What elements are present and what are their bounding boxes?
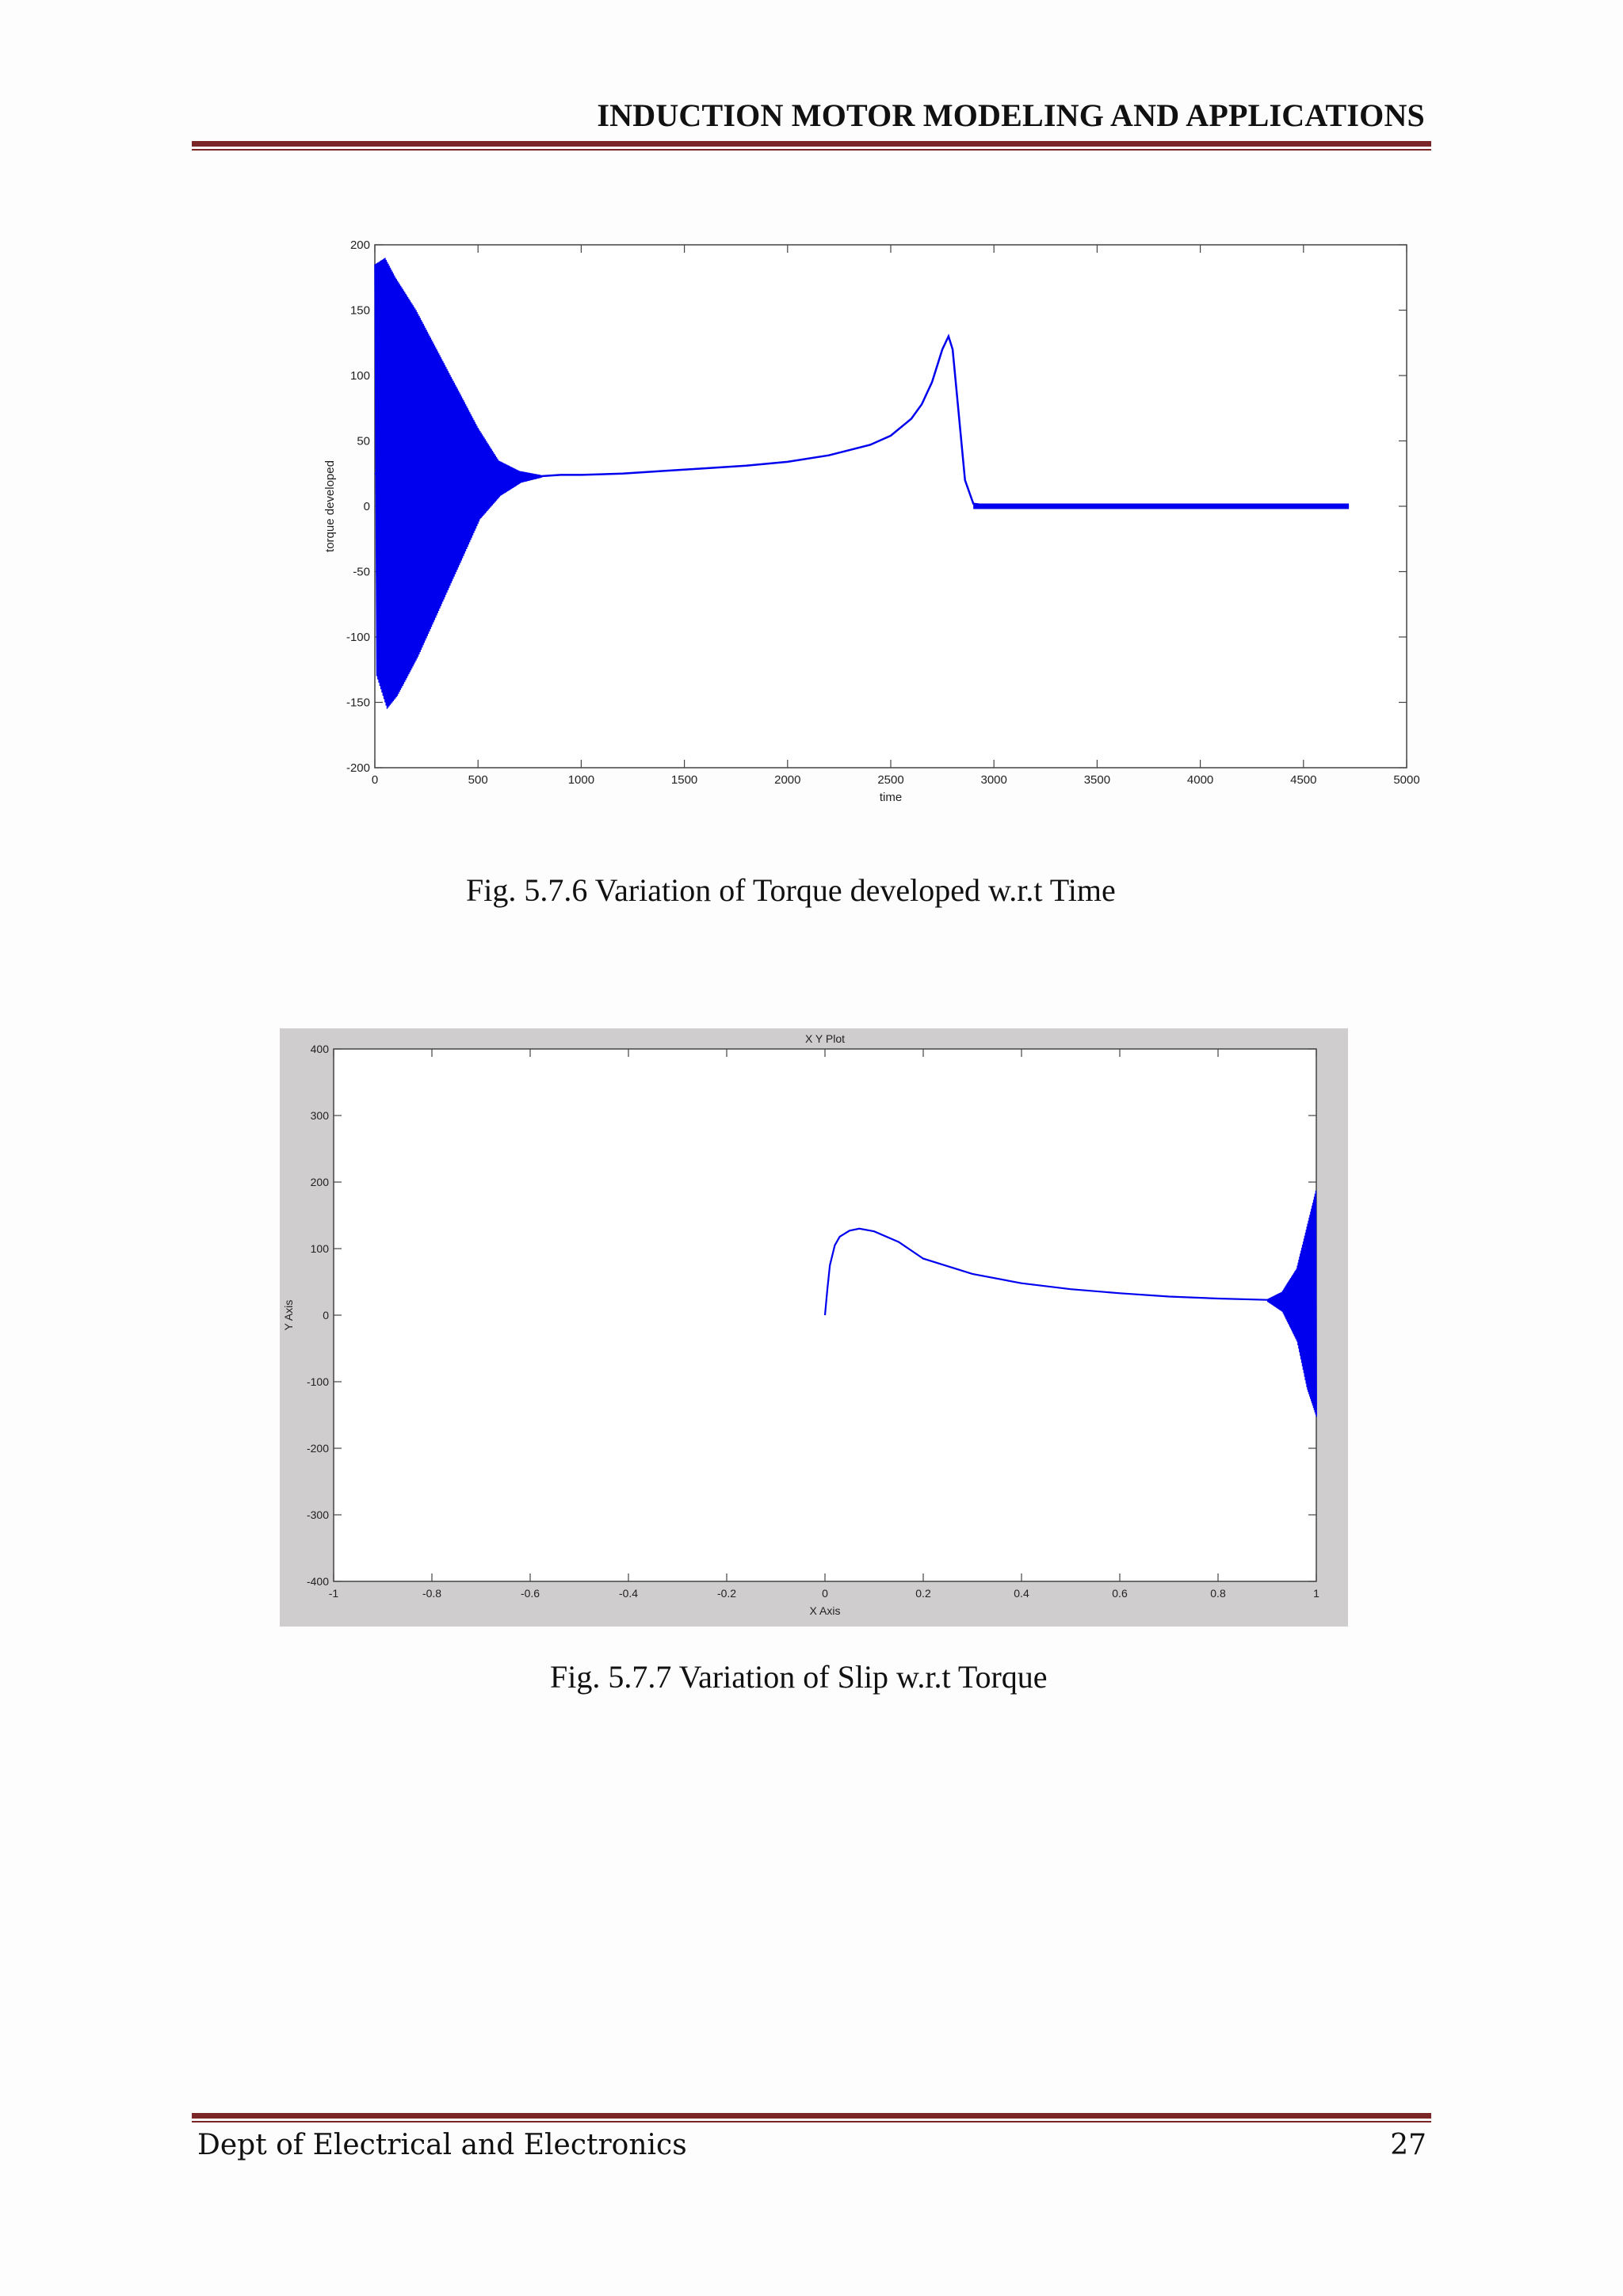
y-tick-label: 50 [357,435,370,448]
y-tick-label: -200 [346,761,370,775]
x-tick-label: 2000 [774,773,800,787]
x-tick-label: 1500 [671,773,697,787]
y-tick-label: 300 [311,1109,330,1122]
footer-rule [192,2113,1431,2119]
x-tick-label: 5000 [1393,773,1419,787]
y-tick-label: -400 [307,1575,329,1588]
y-tick-label: 0 [364,500,370,513]
y-tick-label: -50 [353,566,370,579]
y-axis-label: Y Axis [282,1300,295,1331]
torque-time-chart: 0 500 1000 1500 2000 2500 3000 3500 4000 4500 5000… [323,238,1420,804]
slip-torque-curve [823,1227,1293,1316]
page-header-title: INDUCTION MOTOR MODELING AND APPLICATION… [597,97,1425,133]
x-tick-label: 0 [822,1587,828,1600]
x-axis-label: time [880,791,902,804]
x-tick-label: 1000 [568,773,594,787]
x-tick-label: 0.2 [915,1587,931,1600]
y-tick-label: 100 [311,1242,330,1255]
footer-department: Dept of Electrical and Electronics [197,2129,687,2161]
y-tick-label: -100 [307,1375,329,1388]
page-number: 27 [1390,2129,1426,2161]
x-tick-label: 3000 [981,773,1007,787]
figure-caption-1: Fig. 5.7.6 Variation of Torque developed… [466,872,1116,908]
x-tick-label: 2500 [877,773,903,787]
y-tick-label: 100 [350,369,370,383]
x-tick-label: 1 [1313,1587,1319,1600]
y-tick-label: -300 [307,1508,329,1521]
x-tick-label: 3500 [1084,773,1110,787]
x-tick-label: 0 [372,773,378,787]
y-tick-label: -150 [346,696,370,710]
slip-torque-chart: -1 -0.8 -0.6 -0.4 -0.2 0 0.2 0.4 0.6 0.8 1 400 300 20… [282,1032,1319,1617]
y-axis-label: torque developed [323,460,337,552]
x-tick-label: 0.6 [1112,1587,1128,1600]
y-tick-label: 200 [350,238,370,252]
x-tick-label: -0.6 [521,1587,540,1600]
x-tick-label: 0.4 [1014,1587,1029,1600]
x-tick-label: -1 [329,1587,339,1600]
figure-caption-2: Fig. 5.7.7 Variation of Slip w.r.t Torqu… [550,1659,1048,1695]
y-tick-label: 200 [311,1176,330,1188]
chart-title: X Y Plot [805,1032,845,1045]
torque-curve [374,334,1350,508]
x-tick-label: -0.4 [619,1587,638,1600]
y-tick-label: -200 [307,1442,329,1455]
y-tick-label: -100 [346,631,370,644]
header-rule-thin [192,149,1431,151]
x-axis-label: X Axis [810,1604,841,1617]
y-tick-label: 0 [323,1309,329,1322]
x-tick-label: -0.2 [717,1587,736,1600]
y-tick-label: 150 [350,304,370,318]
x-tick-label: 0.8 [1210,1587,1226,1600]
slip-torque-oscillation [1266,1190,1317,1417]
y-tick-label: 400 [311,1043,330,1055]
x-tick-label: 500 [468,773,488,787]
header-rule [192,141,1431,147]
footer-rule-thin [192,2121,1431,2122]
x-tick-label: 4500 [1290,773,1316,787]
x-tick-label: 4000 [1187,773,1213,787]
x-tick-label: -0.8 [422,1587,441,1600]
